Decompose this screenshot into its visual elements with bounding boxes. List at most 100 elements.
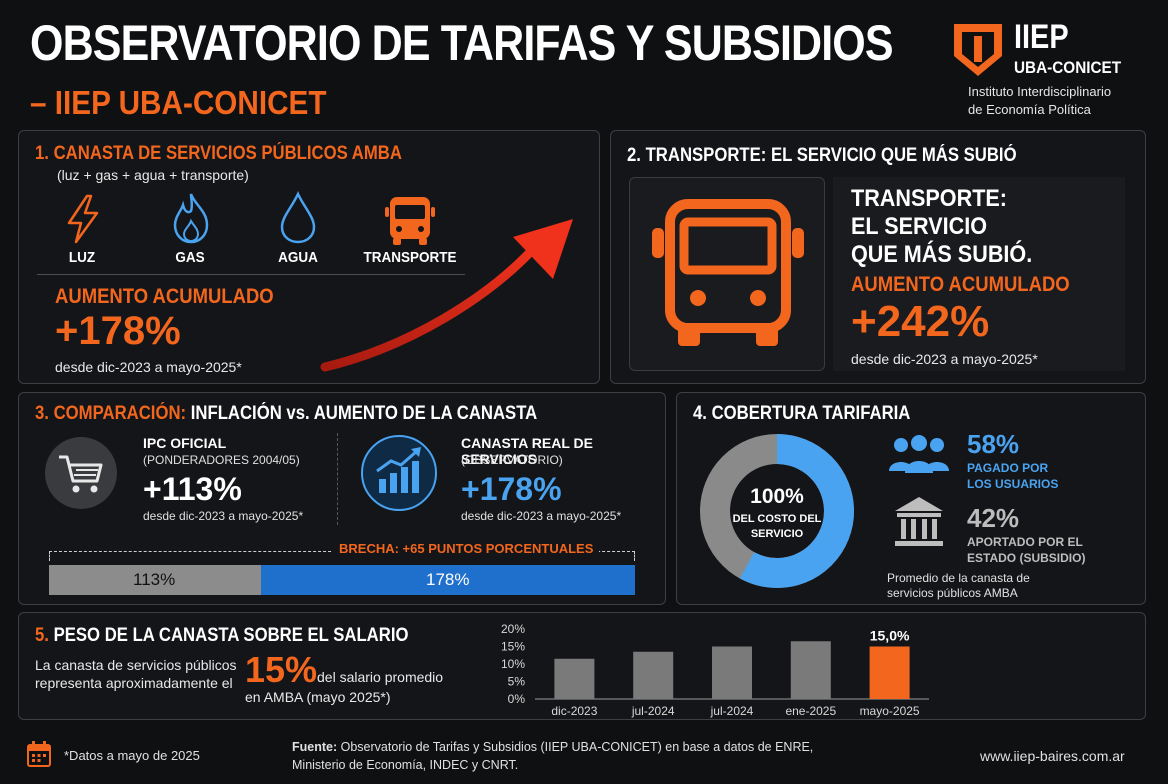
panel-title: 2. TRANSPORTE: EL SERVICIO QUE MÁS SUBIÓ xyxy=(627,145,1017,166)
panel-canasta: 1. CANASTA DE SERVICIOS PÚBLICOS AMBA (l… xyxy=(18,130,600,384)
state-label-line2: ESTADO (SUBSIDIO) xyxy=(967,551,1086,565)
users-group-icon xyxy=(889,435,949,473)
bar-ipc xyxy=(49,565,261,595)
coverage-donut xyxy=(700,434,854,588)
metric-value: +178% xyxy=(55,309,181,353)
text-line1: La canasta de servicios públicos xyxy=(35,657,237,673)
right-label: CANASTA REAL DE SERVICIOS xyxy=(461,435,593,467)
panel-transporte: 2. TRANSPORTE: EL SERVICIO QUE MÁS SUBIÓ… xyxy=(610,130,1146,384)
bar-dic-2023 xyxy=(554,658,595,699)
panel-title: 4. COBERTURA TARIFARIA xyxy=(693,403,911,424)
shopping-cart-icon xyxy=(45,437,117,509)
x-tick-label: mayo-2025 xyxy=(860,704,920,718)
salary-weight-chart: 0% 5% 10% 15% 20% dic-2023 jul-2024 jul-2024 ene… xyxy=(489,615,939,719)
metric-note: desde dic-2023 a mayo-2025* xyxy=(851,351,1038,367)
panel-title-number: 5. xyxy=(35,625,49,646)
comparison-bar: 113% 178% xyxy=(49,565,635,595)
right-value: +178% xyxy=(461,471,562,507)
divider xyxy=(37,274,465,275)
bar-canasta xyxy=(261,565,635,595)
panel-title-text: PESO DE LA CANASTA SOBRE EL SALARIO xyxy=(53,625,409,646)
y-tick-label: 10% xyxy=(501,657,525,671)
bar-ipc-label: 113% xyxy=(133,570,176,589)
users-label-line1: PAGADO POR xyxy=(967,461,1049,475)
item-label-luz: LUZ xyxy=(68,249,96,266)
x-tick-label: jul-2024 xyxy=(631,704,675,718)
data-label-highlight: 15,0% xyxy=(870,628,910,644)
logo-desc-line1: Instituto Interdisciplinario xyxy=(968,84,1112,99)
metric-label: AUMENTO ACUMULADO xyxy=(55,285,274,308)
lightning-icon xyxy=(67,194,99,244)
footer-note: *Datos a mayo de 2025 xyxy=(64,748,200,763)
y-tick-label: 0% xyxy=(508,692,526,706)
bar-jul-2024 xyxy=(633,651,674,699)
page-title: OBSERVATORIO DE TARIFAS Y SUBSIDIOS xyxy=(30,15,894,71)
donut-center-line1: DEL COSTO DEL xyxy=(732,513,822,525)
flame-icon xyxy=(173,193,209,244)
footer-source-text: Observatorio de Tarifas y Subsidios (IIE… xyxy=(340,740,814,754)
logo-desc-line2: de Economía Política xyxy=(968,102,1091,117)
bar-ene-2025 xyxy=(790,641,831,699)
footer-source-line1: Fuente: Observatorio de Tarifas y Subsid… xyxy=(292,740,813,754)
panel-title-rest: INFLACIÓN vs. AUMENTO DE LA CANASTA xyxy=(190,403,538,424)
bar-jul-2024 xyxy=(712,646,752,699)
metric-value: +242% xyxy=(851,297,990,346)
users-label-line2: LOS USUARIOS xyxy=(967,477,1059,491)
heading-line3: QUE MÁS SUBIÓ. xyxy=(851,241,1033,268)
panel-subtitle: (luz + gas + agua + transporte) xyxy=(57,167,249,183)
bar-canasta-label: 178% xyxy=(426,570,470,589)
bar-chart-up-icon xyxy=(361,435,437,511)
x-tick-label: ene-2025 xyxy=(785,704,836,718)
footer-source-line2: Ministerio de Economía, INDEC y CNRT. xyxy=(292,758,519,772)
bar-mayo-2025 xyxy=(869,646,910,699)
y-tick-label: 15% xyxy=(501,640,525,654)
left-label: IPC OFICIAL xyxy=(143,435,227,451)
iiep-logo-icon xyxy=(954,24,1002,76)
left-value: +113% xyxy=(143,471,242,507)
text-after2: en AMBA (mayo 2025*) xyxy=(245,689,391,705)
text-after: del salario promedio xyxy=(317,669,444,685)
heading-line2: EL SERVICIO xyxy=(851,213,988,240)
logo-name: IIEP xyxy=(1014,18,1069,56)
left-sub: (PONDERADORES 2004/05) xyxy=(143,453,300,467)
bus-card xyxy=(629,177,825,371)
y-tick-label: 5% xyxy=(508,675,526,689)
bus-icon xyxy=(385,197,435,245)
metric-label: AUMENTO ACUMULADO xyxy=(851,273,1070,296)
calendar-icon xyxy=(27,741,51,767)
gap-label: BRECHA: +65 PUNTOS PORCENTUALES xyxy=(333,541,600,556)
donut-center-value: 100% xyxy=(750,485,804,508)
chart-svg: 0% 5% 10% 15% 20% dic-2023 jul-2024 jul-2024 ene… xyxy=(501,622,929,718)
footer-url[interactable]: www.iiep-baires.com.ar xyxy=(980,748,1125,764)
panel-salario: 5. PESO DE LA CANASTA SOBRE EL SALARIO L… xyxy=(18,612,1146,720)
state-pct: 42% xyxy=(967,503,1020,533)
note-line2: servicios públicos AMBA xyxy=(887,586,1018,600)
transport-info-card xyxy=(833,177,1125,371)
panel-cobertura: 4. COBERTURA TARIFARIA 100% DEL COSTO DE… xyxy=(676,392,1146,605)
water-drop-icon xyxy=(280,191,316,244)
logo-sub: UBA-CONICET xyxy=(1014,58,1122,77)
government-building-icon xyxy=(895,497,943,546)
text-line2: representa aproximadamente el xyxy=(35,675,233,691)
right-sub: (OBSERVATORIO) xyxy=(461,453,563,467)
divider xyxy=(337,433,338,525)
panel-title: 1. CANASTA DE SERVICIOS PÚBLICOS AMBA xyxy=(35,143,402,164)
rising-arrow-icon xyxy=(320,219,573,372)
note-line1: Promedio de la canasta de xyxy=(887,571,1030,585)
footer-source-label: Fuente: xyxy=(292,740,338,754)
item-label-gas: GAS xyxy=(175,249,205,266)
big-value: 15% xyxy=(245,649,318,690)
x-tick-label: jul-2024 xyxy=(710,704,754,718)
bus-icon xyxy=(652,199,804,346)
right-note: desde dic-2023 a mayo-2025* xyxy=(461,509,622,523)
metric-note: desde dic-2023 a mayo-2025* xyxy=(55,359,242,375)
x-tick-label: dic-2023 xyxy=(551,704,597,718)
panel-title-prefix: 3. COMPARACIÓN: xyxy=(35,403,187,424)
item-label-transporte: TRANSPORTE xyxy=(363,249,457,266)
users-pct: 58% xyxy=(967,429,1020,459)
panel-title: 3. COMPARACIÓN: INFLACIÓN vs. AUMENTO DE… xyxy=(35,403,537,425)
panel-title: 5. PESO DE LA CANASTA SOBRE EL SALARIO xyxy=(35,625,408,647)
state-label-line1: APORTADO POR EL xyxy=(967,535,1083,549)
page-subtitle: – IIEP UBA-CONICET xyxy=(30,84,327,121)
panel-comparacion: 3. COMPARACIÓN: INFLACIÓN vs. AUMENTO DE… xyxy=(18,392,666,605)
